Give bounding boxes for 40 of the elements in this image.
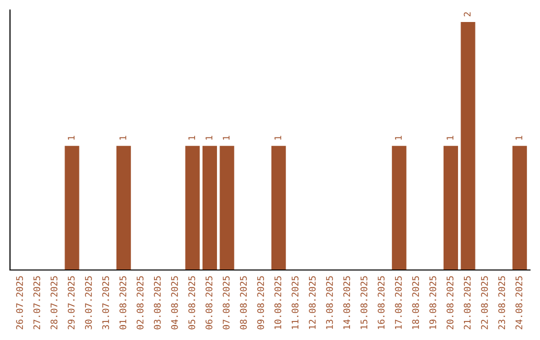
x-tick-label: 18.08.2025 — [412, 276, 419, 329]
x-tick-label: 27.07.2025 — [33, 276, 40, 330]
x-tick-label: 14.08.2025 — [343, 276, 350, 329]
x-tick-label: 01.08.2025 — [119, 276, 126, 330]
x-tick-label: 28.07.2025 — [50, 276, 58, 330]
x-tick-label: 23.08.2025 — [498, 276, 506, 330]
data-label: 1 — [120, 136, 126, 140]
x-tick-label: 21.08.2025 — [464, 276, 471, 330]
x-tick-label: 17.08.2025 — [394, 276, 402, 329]
data-label: 1 — [68, 136, 74, 140]
x-tick-label: 02.08.2025 — [136, 276, 144, 330]
data-label: 1 — [395, 136, 402, 140]
x-tick-label: 06.08.2025 — [206, 276, 212, 330]
x-tick-label: 20.08.2025 — [446, 276, 454, 330]
x-tick-label: 05.08.2025 — [188, 276, 196, 330]
x-tick-label: 15.08.2025 — [360, 276, 368, 329]
data-label: 2 — [464, 12, 471, 16]
x-tick-label: 31.07.2025 — [102, 276, 110, 330]
x-tick-label: 07.08.2025 — [222, 276, 230, 330]
x-tick-label: 12.08.2025 — [308, 276, 316, 329]
x-tick-label: 11.08.2025 — [292, 276, 298, 329]
x-tick-label: 29.07.2025 — [68, 276, 75, 330]
x-tick-label: 09.08.2025 — [257, 276, 264, 330]
x-tick-label: 16.08.2025 — [378, 276, 385, 329]
x-tick-label: 10.08.2025 — [274, 276, 282, 329]
x-tick-label: 03.08.2025 — [154, 276, 161, 330]
x-tick-label: 24.08.2025 — [515, 276, 522, 330]
data-label: 1 — [446, 136, 454, 140]
data-label: 1 — [516, 136, 522, 140]
x-tick-label: 30.07.2025 — [85, 276, 92, 330]
data-label: 1 — [274, 136, 282, 140]
x-tick-label: 08.08.2025 — [240, 276, 247, 330]
x-tick-label: 26.07.2025 — [16, 276, 23, 330]
data-label: 1 — [206, 136, 212, 140]
x-tick-label: 13.08.2025 — [326, 276, 333, 329]
data-label: 1 — [222, 136, 230, 140]
data-label: 1 — [188, 136, 196, 140]
x-tick-label: 04.08.2025 — [171, 276, 178, 330]
x-tick-label: 22.08.2025 — [481, 276, 488, 330]
x-tick-label: 19.08.2025 — [429, 276, 436, 329]
